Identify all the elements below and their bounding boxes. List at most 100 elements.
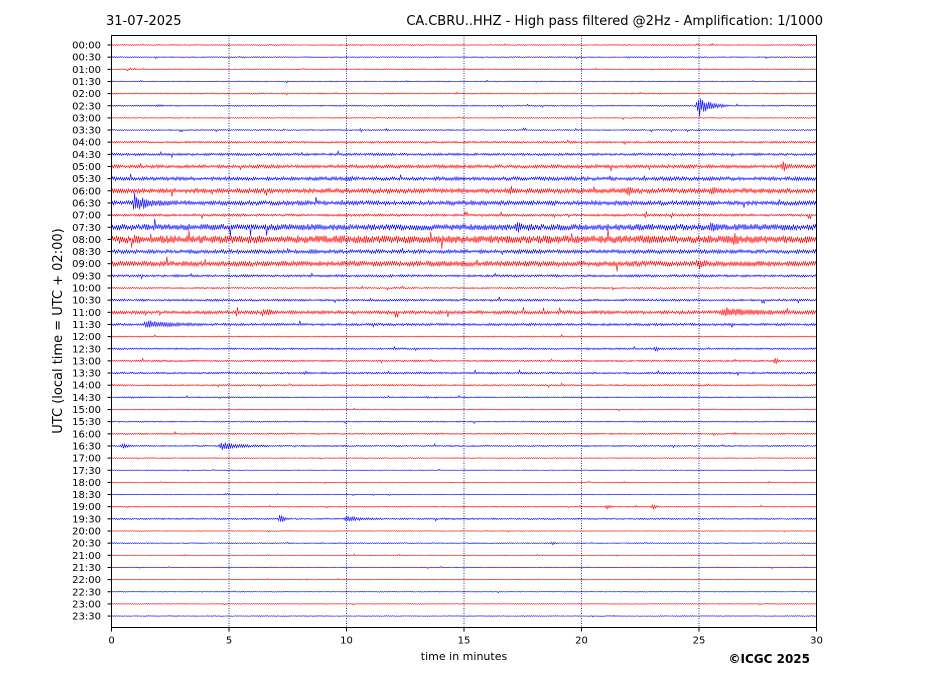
trace-row: 11:30 <box>72 320 817 331</box>
row-time-label: 17:00 <box>72 454 101 465</box>
trace-row: 17:30 <box>72 466 817 477</box>
row-time-label: 07:30 <box>72 223 101 234</box>
trace-row: 04:30 <box>72 149 817 161</box>
row-time-label: 09:00 <box>72 259 101 270</box>
row-time-label: 08:30 <box>72 247 101 258</box>
row-time-label: 14:30 <box>72 393 101 404</box>
trace-row: 07:00 <box>72 210 817 222</box>
trace-row: 21:00 <box>72 551 817 562</box>
trace-row: 19:00 <box>72 502 817 513</box>
trace-row: 06:00 <box>72 185 817 197</box>
trace-row: 07:30 <box>72 218 817 237</box>
row-time-label: 18:30 <box>72 490 101 501</box>
row-time-label: 05:30 <box>72 174 101 185</box>
trace-row: 12:30 <box>72 344 817 355</box>
row-time-label: 15:00 <box>72 405 101 416</box>
row-time-label: 22:00 <box>72 575 101 586</box>
row-time-label: 20:30 <box>72 539 101 550</box>
row-time-label: 16:30 <box>72 441 101 452</box>
trace-row: 18:30 <box>72 490 817 501</box>
trace-row: 03:00 <box>72 113 817 124</box>
row-time-label: 12:30 <box>72 344 101 355</box>
seismic-trace <box>111 173 817 182</box>
seismic-trace <box>111 149 817 159</box>
trace-row: 11:00 <box>72 307 817 319</box>
seismic-trace <box>111 296 817 305</box>
x-tick-label: 20 <box>575 636 588 647</box>
row-time-label: 03:30 <box>72 126 101 137</box>
row-time-label: 20:00 <box>72 527 101 538</box>
x-tick-label: 15 <box>458 636 471 647</box>
trace-row: 20:00 <box>72 527 817 538</box>
row-time-label: 08:00 <box>72 235 101 246</box>
row-time-label: 17:30 <box>72 466 101 477</box>
x-tick-label: 10 <box>340 636 353 647</box>
row-time-label: 04:30 <box>72 150 101 161</box>
row-time-label: 23:00 <box>72 599 101 610</box>
trace-row: 15:30 <box>72 417 817 428</box>
seismic-trace <box>111 565 817 569</box>
seismic-trace <box>111 503 817 511</box>
trace-row: 15:00 <box>72 405 817 416</box>
row-time-label: 00:00 <box>72 41 101 52</box>
trace-row: 05:00 <box>72 161 817 173</box>
trace-row: 18:00 <box>72 478 817 489</box>
seismic-trace <box>111 67 817 72</box>
x-axis-label: time in minutes <box>421 650 508 663</box>
trace-row: 05:30 <box>72 173 817 185</box>
trace-row: 14:30 <box>72 393 817 404</box>
trace-row: 10:00 <box>72 284 817 295</box>
row-time-label: 21:00 <box>72 551 101 562</box>
x-tick-label: 30 <box>810 636 823 647</box>
row-time-label: 13:00 <box>72 356 101 367</box>
trace-row: 21:30 <box>72 563 817 574</box>
seismic-trace <box>111 407 817 412</box>
row-time-label: 19:30 <box>72 514 101 525</box>
row-time-label: 02:00 <box>72 89 101 100</box>
trace-row: 06:30 <box>72 192 817 210</box>
row-time-label: 18:00 <box>72 478 101 489</box>
seismic-trace <box>111 492 817 497</box>
chart-title: CA.CBRU..HHZ - High pass filtered @2Hz -… <box>406 14 823 29</box>
seismic-trace <box>111 590 817 594</box>
row-time-label: 11:30 <box>72 320 101 331</box>
row-time-label: 21:30 <box>72 563 101 574</box>
seismic-trace <box>111 139 817 146</box>
trace-row: 02:00 <box>72 89 817 100</box>
row-time-label: 07:00 <box>72 211 101 222</box>
trace-row: 23:00 <box>72 599 817 610</box>
row-time-label: 14:00 <box>72 381 101 392</box>
trace-row: 12:00 <box>72 332 817 343</box>
row-time-label: 01:30 <box>72 77 101 88</box>
row-time-label: 16:00 <box>72 429 101 440</box>
row-time-label: 06:00 <box>72 186 101 197</box>
trace-row: 00:30 <box>72 53 817 64</box>
seismic-trace <box>111 210 817 219</box>
row-time-label: 19:00 <box>72 502 101 513</box>
trace-row: 10:30 <box>72 296 817 307</box>
trace-row: 09:00 <box>72 256 817 272</box>
row-time-label: 12:00 <box>72 332 101 343</box>
row-time-label: 10:30 <box>72 296 101 307</box>
x-tick-label: 5 <box>226 636 232 647</box>
row-time-label: 11:00 <box>72 308 101 319</box>
trace-row: 14:00 <box>72 381 817 392</box>
trace-row: 01:30 <box>72 77 817 88</box>
copyright-label: ©ICGC 2025 <box>728 652 810 666</box>
trace-row: 13:00 <box>72 356 817 367</box>
trace-row: 23:30 <box>72 612 817 623</box>
seismic-trace <box>111 43 817 47</box>
seismic-trace <box>111 480 817 484</box>
trace-row: 16:00 <box>72 429 817 440</box>
trace-row: 01:00 <box>72 65 817 76</box>
trace-row: 22:30 <box>72 587 817 598</box>
trace-row: 22:00 <box>72 575 817 586</box>
row-time-label: 00:30 <box>72 53 101 64</box>
date-label: 31-07-2025 <box>106 14 182 29</box>
plot-frame <box>111 35 817 628</box>
row-time-label: 23:30 <box>72 612 101 623</box>
trace-row: 03:30 <box>72 126 817 137</box>
trace-row: 00:00 <box>72 41 817 52</box>
